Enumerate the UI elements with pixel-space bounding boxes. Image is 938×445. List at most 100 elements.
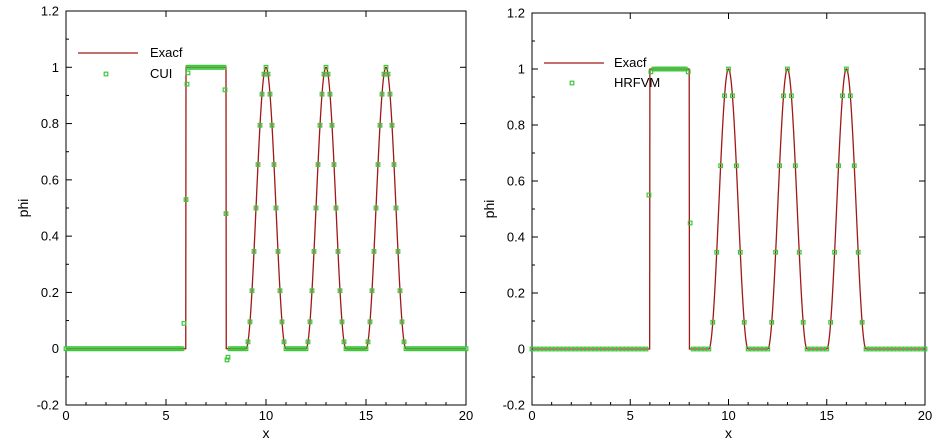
data-point (646, 192, 652, 198)
series-markers-cui (63, 64, 469, 363)
y-tick-label: 0.6 (507, 174, 525, 189)
y-tick-label: -0.2 (503, 398, 525, 413)
data-point (323, 64, 329, 70)
data-point (259, 91, 265, 97)
data-point (828, 319, 834, 325)
x-axis-label: x (725, 425, 732, 441)
data-point (277, 288, 283, 294)
x-tick-label: 10 (259, 408, 273, 423)
data-point (369, 288, 375, 294)
y-axis-label: phi (15, 199, 31, 218)
data-point (363, 346, 369, 352)
data-point (337, 288, 343, 294)
y-tick-label: 0.8 (507, 118, 525, 133)
data-point (730, 93, 735, 99)
legend-marker-sample (569, 80, 575, 86)
data-point (265, 71, 271, 77)
data-point (401, 339, 407, 345)
y-tick-label: 0.8 (41, 116, 59, 131)
data-point (773, 249, 779, 255)
data-point (273, 205, 279, 211)
legend-label: HRFVM (614, 75, 660, 90)
data-point (181, 320, 187, 326)
data-point (367, 319, 373, 325)
data-point (247, 319, 253, 325)
chart-panel-2: 0 5 10 15 20-0.200.20.40.60.811.2xphiExacfHR… (481, 6, 932, 442)
data-point (832, 249, 838, 255)
y-tick-label: 1.2 (41, 4, 59, 19)
series-line-exacf (66, 66, 466, 350)
data-point (847, 93, 853, 99)
data-point (383, 64, 389, 70)
data-point (327, 91, 333, 97)
data-point (373, 205, 379, 211)
data-point (279, 319, 285, 325)
legend-label: CUI (150, 66, 172, 81)
data-point (253, 205, 259, 211)
y-tick-label: 0 (518, 342, 525, 357)
x-axis-label: x (263, 425, 270, 441)
y-tick-label: 0.4 (507, 230, 525, 245)
y-tick-label: 1.2 (507, 6, 525, 21)
data-point (224, 357, 230, 363)
x-tick-label: 0 (62, 408, 69, 423)
data-point (687, 220, 693, 226)
data-point (185, 70, 191, 76)
data-point (341, 339, 347, 345)
data-point (243, 346, 249, 352)
data-point (225, 354, 231, 360)
data-point (339, 319, 345, 325)
x-tick-label: 0 (528, 408, 535, 423)
chart-panel-1: 0 5 10 15 20-0.200.20.40.60.811.2xphiExacfCU… (15, 4, 473, 442)
y-tick-label: 0.4 (41, 229, 59, 244)
x-tick-label: 5 (627, 408, 634, 423)
plot-frame (65, 10, 467, 406)
data-point (222, 87, 228, 93)
y-tick-label: 1 (52, 60, 59, 75)
data-point (303, 346, 309, 352)
data-point (221, 64, 227, 70)
data-point (313, 205, 319, 211)
data-point (726, 66, 731, 72)
x-tick-label: 20 (918, 408, 932, 423)
y-tick-label: 0.2 (41, 285, 59, 300)
data-point (375, 162, 381, 167)
data-point (391, 162, 397, 167)
data-point (922, 346, 928, 352)
data-point (718, 163, 724, 169)
data-point (275, 249, 281, 254)
data-point (393, 205, 399, 211)
data-point (851, 163, 857, 169)
data-point (251, 249, 257, 254)
legend-label: Exacf (614, 55, 647, 70)
data-point (333, 205, 339, 211)
data-point (257, 122, 263, 128)
data-point (859, 319, 865, 325)
data-point (737, 249, 743, 255)
data-point (781, 93, 786, 99)
data-point (788, 93, 794, 99)
data-point (463, 346, 469, 352)
x-tick-label: 15 (820, 408, 834, 423)
data-point (263, 64, 269, 70)
y-tick-label: 0 (52, 341, 59, 356)
data-point (836, 163, 841, 169)
data-point (325, 71, 331, 77)
series-markers-hrfvm (529, 66, 928, 352)
series-line-exacf (532, 68, 925, 350)
data-point (648, 69, 654, 75)
y-tick-label: 0.6 (41, 172, 59, 187)
data-point (733, 163, 739, 169)
data-point (765, 346, 771, 352)
data-point (792, 163, 798, 169)
data-point (179, 346, 185, 352)
data-point (255, 162, 261, 167)
data-point (309, 288, 315, 294)
x-tick-label: 20 (459, 408, 473, 423)
data-point (399, 319, 405, 325)
legend-label: Exacf (150, 45, 183, 60)
data-point (385, 71, 391, 77)
data-point (331, 162, 337, 167)
y-tick-label: 0.2 (507, 286, 525, 301)
